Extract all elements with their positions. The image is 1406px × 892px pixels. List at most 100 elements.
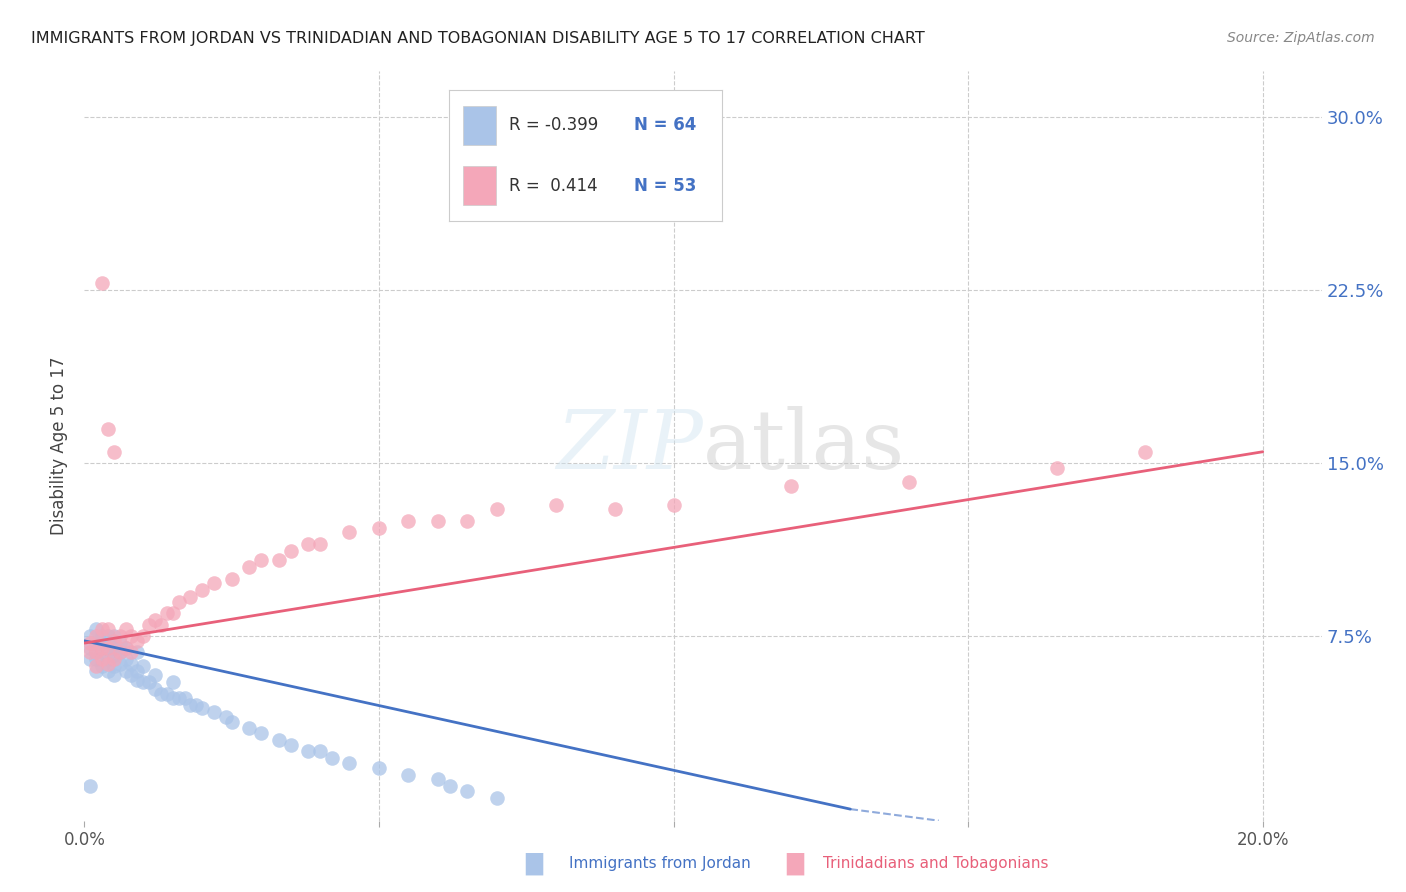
Point (103, 659, 125, 673)
Point (485, 790, 508, 805)
Point (108, 645, 131, 659)
Point (368, 761, 391, 775)
Point (138, 675, 160, 690)
Point (396, 767, 419, 781)
Point (280, 738, 302, 752)
Point (149, 687, 172, 701)
Point (456, 783, 478, 797)
Point (127, 673, 149, 687)
Point (297, 744, 319, 758)
Point (79, 652, 101, 666)
Point (91, 659, 114, 673)
Point (127, 633, 149, 648)
Point (97, 657, 120, 671)
Point (456, 514, 478, 528)
Text: IMMIGRANTS FROM JORDAN VS TRINIDADIAN AND TOBAGONIAN DISABILITY AGE 5 TO 17 CORR: IMMIGRANTS FROM JORDAN VS TRINIDADIAN AN… (31, 31, 925, 46)
Text: Immigrants from Jordan: Immigrants from Jordan (569, 856, 751, 871)
Point (662, 498, 685, 512)
Point (179, 698, 201, 713)
Point (250, 726, 273, 740)
Point (1045, 461, 1067, 475)
Point (439, 779, 461, 793)
Point (485, 502, 508, 516)
Point (167, 691, 190, 706)
Text: Source: ZipAtlas.com: Source: ZipAtlas.com (1227, 31, 1375, 45)
Point (156, 687, 179, 701)
Point (267, 733, 290, 747)
Point (121, 668, 143, 682)
Point (97, 640, 120, 655)
Point (97, 664, 120, 678)
Point (162, 606, 184, 620)
Point (121, 645, 143, 659)
Point (173, 691, 195, 706)
Point (103, 633, 125, 648)
Point (91, 277, 114, 291)
Point (91, 622, 114, 636)
Point (191, 700, 214, 714)
Point (132, 629, 155, 643)
Point (202, 576, 225, 591)
Point (215, 710, 238, 724)
Point (143, 613, 166, 627)
Point (103, 629, 125, 643)
Point (396, 514, 419, 528)
Point (79, 629, 101, 643)
Point (84, 645, 107, 659)
Point (84, 629, 107, 643)
Point (426, 772, 449, 786)
Point (114, 640, 136, 655)
Point (121, 629, 143, 643)
Point (132, 675, 155, 690)
Point (179, 590, 201, 604)
Point (221, 714, 243, 729)
Y-axis label: Disability Age 5 to 17: Disability Age 5 to 17 (51, 357, 69, 535)
Point (91, 636, 114, 650)
Point (143, 682, 166, 697)
Point (250, 553, 273, 567)
Point (280, 544, 302, 558)
Point (79, 779, 101, 793)
Point (780, 479, 803, 493)
Point (103, 640, 125, 655)
Point (221, 572, 243, 586)
Text: ZIP: ZIP (557, 406, 703, 486)
Point (186, 698, 208, 713)
Point (132, 659, 155, 673)
Point (84, 664, 107, 678)
Point (321, 751, 343, 765)
Point (127, 664, 149, 678)
Point (309, 744, 332, 758)
Point (339, 756, 361, 770)
Point (79, 645, 101, 659)
Point (97, 640, 120, 655)
Point (156, 606, 179, 620)
Point (167, 594, 190, 608)
Point (97, 652, 120, 666)
Point (162, 675, 184, 690)
Point (79, 636, 101, 650)
Point (108, 645, 131, 659)
Point (97, 622, 120, 636)
Point (103, 668, 125, 682)
Point (114, 640, 136, 655)
Point (84, 652, 107, 666)
Point (898, 475, 921, 489)
Point (97, 629, 120, 643)
Point (108, 636, 131, 650)
Text: Trinidadians and Tobagonians: Trinidadians and Tobagonians (823, 856, 1047, 871)
Point (114, 622, 136, 636)
Point (162, 691, 184, 706)
Point (97, 422, 120, 436)
Point (309, 537, 332, 551)
Point (114, 652, 136, 666)
Text: atlas: atlas (703, 406, 905, 486)
Point (91, 629, 114, 643)
Point (84, 622, 107, 636)
Point (138, 617, 160, 632)
Point (103, 648, 125, 662)
Point (202, 706, 225, 720)
Point (84, 636, 107, 650)
Point (149, 617, 172, 632)
Point (368, 521, 391, 535)
